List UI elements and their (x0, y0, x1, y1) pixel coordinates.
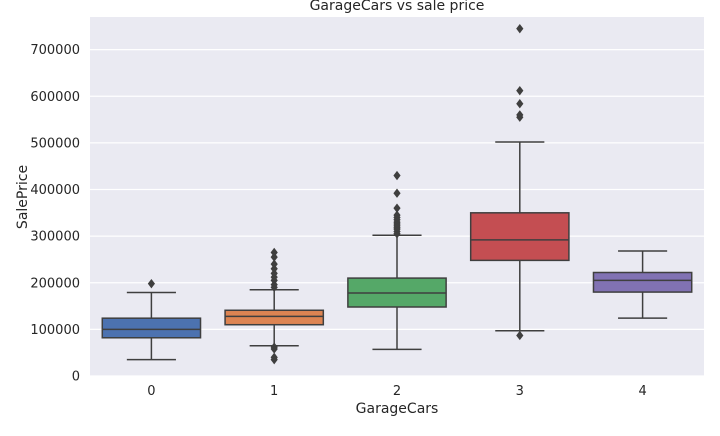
outlier-point (147, 279, 155, 289)
outlier-point (270, 259, 278, 269)
y-tick-labels: 0 100000 200000 300000 400000 500000 600000 700… (30, 43, 80, 384)
box-group-0 (101, 279, 202, 361)
outlier-point (393, 210, 401, 220)
outlier-point (516, 99, 524, 109)
outlier-point (393, 203, 401, 213)
x-tick-label: 1 (270, 384, 278, 399)
y-tick-label: 700000 (30, 43, 80, 58)
outlier-point (516, 23, 524, 34)
outlier-point (270, 342, 278, 352)
outlier-point (516, 110, 524, 120)
box-group-3 (469, 23, 570, 341)
box-group-4 (592, 250, 693, 319)
y-tick-label: 400000 (30, 183, 80, 198)
x-tick-labels: 0 1 2 3 4 (147, 384, 646, 399)
box-iqr (592, 271, 693, 293)
box-group-1 (224, 247, 325, 365)
x-tick-label: 0 (147, 384, 155, 399)
x-axis-label: GarageCars (356, 401, 439, 417)
box-group-2 (347, 170, 447, 351)
outlier-point (393, 170, 401, 181)
x-tick-label: 4 (638, 384, 646, 399)
box-iqr (469, 212, 570, 262)
outlier-point (270, 352, 278, 363)
box-iqr (101, 317, 202, 339)
x-tick-label: 3 (516, 384, 524, 399)
outlier-point (270, 247, 278, 258)
outlier-point (516, 85, 524, 96)
x-tick-label: 2 (393, 384, 401, 399)
y-tick-label: 100000 (30, 323, 80, 338)
outlier-point (516, 330, 524, 341)
y-tick-label: 600000 (30, 90, 80, 105)
box-layer (101, 23, 693, 365)
y-tick-label: 500000 (30, 136, 80, 151)
y-tick-label: 0 (72, 370, 80, 385)
chart-title: GarageCars vs sale price (310, 0, 485, 14)
box-iqr (224, 309, 325, 326)
y-tick-label: 300000 (30, 230, 80, 245)
outlier-point (393, 188, 401, 198)
y-tick-label: 200000 (30, 276, 80, 291)
y-axis-label: SalePrice (15, 165, 31, 229)
